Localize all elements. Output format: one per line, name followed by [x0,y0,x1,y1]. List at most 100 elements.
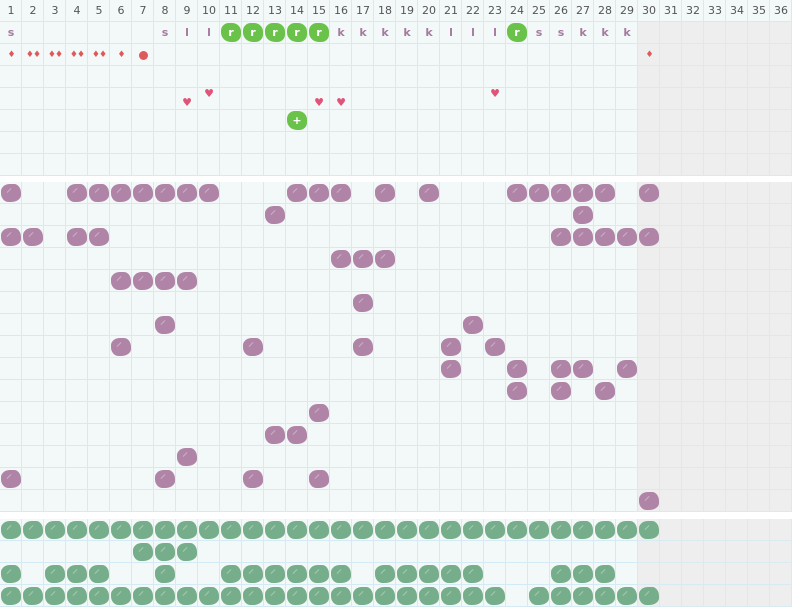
green-mark[interactable] [309,521,329,539]
purple-mark[interactable] [573,206,593,224]
green-mark[interactable] [419,565,439,583]
green-mark[interactable] [265,587,285,605]
purple-mark[interactable] [199,184,219,202]
green-mark[interactable] [67,521,87,539]
purple-mark[interactable] [133,272,153,290]
purple-mark[interactable] [353,338,373,356]
green-mark[interactable] [375,521,395,539]
green-mark[interactable] [177,521,197,539]
green-mark[interactable] [199,587,219,605]
green-mark[interactable] [133,587,153,605]
purple-mark[interactable] [595,382,615,400]
green-mark[interactable] [287,521,307,539]
green-mark[interactable] [243,565,263,583]
green-mark[interactable] [573,521,593,539]
purple-mark[interactable] [89,228,109,246]
green-mark[interactable] [243,521,263,539]
green-mark[interactable] [375,565,395,583]
purple-mark[interactable] [265,426,285,444]
green-mark[interactable] [419,587,439,605]
green-mark[interactable] [111,521,131,539]
symptom-letter[interactable]: l [493,26,497,39]
purple-mark[interactable] [573,184,593,202]
symptom-badge[interactable]: r [507,23,527,42]
green-mark[interactable] [1,565,21,583]
purple-mark[interactable] [639,492,659,510]
green-mark[interactable] [309,565,329,583]
green-mark[interactable] [1,521,21,539]
purple-mark[interactable] [375,184,395,202]
purple-mark[interactable] [155,272,175,290]
green-mark[interactable] [265,565,285,583]
purple-mark[interactable] [287,184,307,202]
green-mark[interactable] [551,521,571,539]
green-mark[interactable] [67,565,87,583]
green-mark[interactable] [529,587,549,605]
symptom-letter[interactable]: k [381,26,389,39]
purple-mark[interactable] [353,294,373,312]
purple-mark[interactable] [551,228,571,246]
purple-mark[interactable] [287,426,307,444]
green-mark[interactable] [221,587,241,605]
purple-mark[interactable] [133,184,153,202]
purple-mark[interactable] [551,382,571,400]
purple-mark[interactable] [507,360,527,378]
purple-mark[interactable] [507,184,527,202]
green-mark[interactable] [331,565,351,583]
green-mark[interactable] [155,543,175,561]
green-mark[interactable] [397,587,417,605]
purple-mark[interactable] [595,184,615,202]
purple-mark[interactable] [67,184,87,202]
green-mark[interactable] [551,587,571,605]
green-mark[interactable] [155,587,175,605]
green-mark[interactable] [331,587,351,605]
purple-mark[interactable] [639,228,659,246]
purple-mark[interactable] [375,250,395,268]
purple-mark[interactable] [639,184,659,202]
green-mark[interactable] [23,521,43,539]
green-mark[interactable] [89,521,109,539]
green-mark[interactable] [617,587,637,605]
purple-mark[interactable] [595,228,615,246]
purple-mark[interactable] [551,360,571,378]
purple-mark[interactable] [177,184,197,202]
green-mark[interactable] [287,565,307,583]
green-mark[interactable] [309,587,329,605]
green-mark[interactable] [133,521,153,539]
green-mark[interactable] [331,521,351,539]
purple-mark[interactable] [507,382,527,400]
purple-mark[interactable] [573,228,593,246]
purple-mark[interactable] [617,360,637,378]
symptom-badge[interactable]: r [265,23,285,42]
purple-mark[interactable] [573,360,593,378]
purple-mark[interactable] [309,184,329,202]
green-mark[interactable] [463,521,483,539]
green-mark[interactable] [133,543,153,561]
green-mark[interactable] [441,565,461,583]
green-mark[interactable] [595,587,615,605]
symptom-letter[interactable]: s [535,26,543,39]
purple-mark[interactable] [353,250,373,268]
purple-mark[interactable] [617,228,637,246]
green-mark[interactable] [1,587,21,605]
purple-mark[interactable] [1,184,21,202]
plus-marker[interactable]: + [287,111,307,130]
purple-mark[interactable] [155,316,175,334]
purple-mark[interactable] [23,228,43,246]
green-mark[interactable] [67,587,87,605]
green-mark[interactable] [221,565,241,583]
green-mark[interactable] [463,565,483,583]
purple-mark[interactable] [1,470,21,488]
symptom-letter[interactable]: k [623,26,631,39]
green-mark[interactable] [155,565,175,583]
green-mark[interactable] [177,587,197,605]
green-mark[interactable] [551,565,571,583]
symptom-letter[interactable]: l [185,26,189,39]
purple-mark[interactable] [111,184,131,202]
green-mark[interactable] [45,565,65,583]
purple-mark[interactable] [529,184,549,202]
green-mark[interactable] [485,521,505,539]
green-mark[interactable] [573,565,593,583]
green-mark[interactable] [595,521,615,539]
symptom-badge[interactable]: r [243,23,263,42]
